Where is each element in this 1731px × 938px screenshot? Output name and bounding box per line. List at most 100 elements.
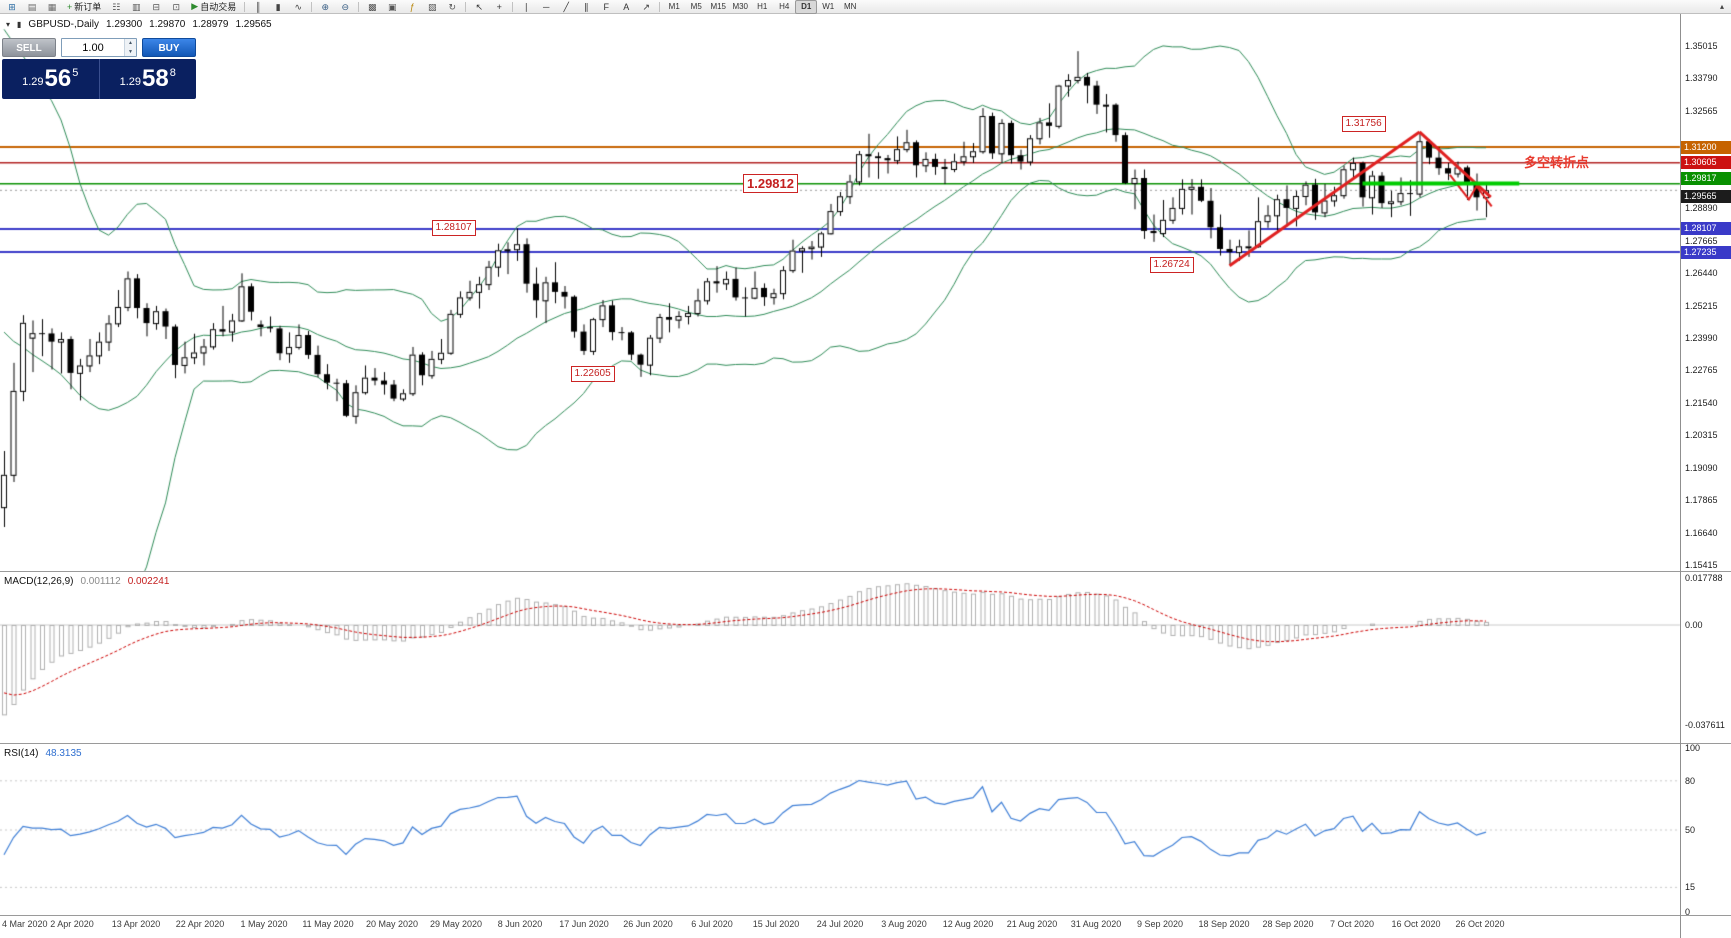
price-tick-label: 1.21540 bbox=[1685, 397, 1718, 408]
rsi-value: 48.3135 bbox=[45, 748, 82, 759]
ohlc-low: 1.28979 bbox=[192, 19, 229, 30]
timeframe-button-M5[interactable]: M5 bbox=[690, 1, 702, 11]
zoom-out-icon[interactable]: ⊖ bbox=[341, 1, 349, 12]
main-macd-divider[interactable] bbox=[0, 571, 1731, 572]
date-axis-label: 7 Oct 2020 bbox=[1329, 919, 1375, 929]
macd-label: MACD(12,26,9) bbox=[4, 576, 74, 587]
date-axis-label: 1 May 2020 bbox=[240, 919, 288, 929]
autotrading-button[interactable]: ▶ 自动交易 bbox=[186, 0, 241, 14]
data-window-icon[interactable]: ▥ bbox=[132, 1, 141, 12]
quote-display: 1.29 56 5 1.29 58 8 bbox=[2, 59, 196, 99]
date-axis-label: 11 May 2020 bbox=[302, 919, 354, 929]
timeframe-button-M1[interactable]: M1 bbox=[668, 1, 680, 11]
new-order-button[interactable]: + 新订单 bbox=[62, 0, 106, 14]
buy-button[interactable]: BUY bbox=[142, 38, 196, 57]
chart-symbol-period: GBPUSD-,Daily bbox=[28, 19, 99, 30]
bid-big-digits: 56 bbox=[44, 65, 72, 92]
toolbar-separator bbox=[358, 1, 360, 12]
price-tick-label: 1.33790 bbox=[1685, 73, 1718, 84]
volume-input[interactable] bbox=[62, 39, 124, 56]
one-click-collapse-icon[interactable]: ▾ bbox=[6, 20, 11, 29]
volume-field: ▲ ▼ bbox=[61, 38, 137, 57]
indicators-icon[interactable]: ƒ bbox=[409, 1, 415, 12]
timeframe-button-H1[interactable]: H1 bbox=[757, 1, 768, 11]
price-axis-tag: 1.30605 bbox=[1681, 156, 1731, 170]
date-axis-label: 29 May 2020 bbox=[429, 919, 483, 929]
timeframe-button-D1[interactable]: D1 bbox=[795, 0, 818, 14]
line-chart-icon[interactable]: ∿ bbox=[294, 1, 302, 12]
one-click-trading-panel: SELL ▲ ▼ BUY 1.29 56 5 1.29 58 8 bbox=[2, 38, 196, 99]
date-axis-label: 31 Aug 2020 bbox=[1070, 919, 1122, 929]
toolbar-separator bbox=[512, 1, 514, 12]
bars-chart-icon[interactable]: ║ bbox=[255, 1, 262, 12]
date-axis-label: 16 Oct 2020 bbox=[1391, 919, 1441, 929]
new-order-icon: + bbox=[67, 1, 73, 12]
toolbar-overflow-icon[interactable]: ▴ bbox=[1719, 2, 1724, 11]
profiles-icon[interactable]: ▤ bbox=[27, 1, 37, 12]
date-axis-label: 9 Sep 2020 bbox=[1136, 919, 1184, 929]
navigator-icon[interactable]: ⊟ bbox=[152, 1, 161, 12]
date-axis-label: 6 Jul 2020 bbox=[691, 919, 733, 929]
price-axis-divider bbox=[1680, 14, 1681, 938]
rsi-axis-label: 100 bbox=[1685, 743, 1701, 753]
cursor-icon[interactable]: ↖ bbox=[475, 1, 483, 12]
crosshair-icon[interactable]: + bbox=[496, 1, 502, 12]
timeframe-button-M30[interactable]: M30 bbox=[732, 1, 748, 11]
macd-info-line: MACD(12,26,9) 0.001112 0.002241 bbox=[4, 576, 169, 587]
price-axis-tag: 1.27235 bbox=[1681, 245, 1731, 259]
timeframe-button-MN[interactable]: MN bbox=[843, 1, 857, 11]
price-tick-label: 1.15415 bbox=[1685, 560, 1718, 570]
date-axis-label: 13 Apr 2020 bbox=[111, 919, 161, 929]
price-tick-label: 1.17865 bbox=[1685, 495, 1718, 506]
volume-down-icon[interactable]: ▼ bbox=[125, 47, 136, 56]
terminal-icon[interactable]: ⊡ bbox=[172, 1, 181, 12]
price-tick-label: 1.22765 bbox=[1685, 365, 1718, 376]
arrow-tool-icon[interactable]: ↗ bbox=[642, 1, 650, 12]
volume-up-icon[interactable]: ▲ bbox=[125, 39, 136, 48]
rsi-axis-label: 15 bbox=[1685, 882, 1696, 893]
date-axis-label: 4 Mar 2020 bbox=[2, 919, 48, 929]
templates-icon[interactable]: ▧ bbox=[427, 1, 437, 12]
chart-dateaxis-divider bbox=[0, 915, 1731, 916]
date-axis-label: 2 Apr 2020 bbox=[50, 919, 94, 929]
ask-pip-digit: 8 bbox=[169, 67, 176, 79]
text-label-icon[interactable]: A bbox=[623, 1, 630, 12]
candles-chart-icon[interactable]: ▮ bbox=[275, 1, 281, 12]
main-toolbar: ⊞ ▤ ▦ + 新订单 ☷ ▥ ⊟ ⊡ ▶ 自动交易 ║ ▮ ∿ ⊕ ⊖ ▩ ▣ ƒ ▧ ↻ ↖ + ∣ ─ ╱ ∥ F A ↗ M1 M5 M… bbox=[0, 0, 1731, 14]
timeframe-button-W1[interactable]: W1 bbox=[822, 1, 835, 11]
timeframe-button-M15[interactable]: M15 bbox=[710, 1, 726, 11]
price-tick-label: 1.35015 bbox=[1685, 41, 1718, 51]
price-tick-label: 1.16640 bbox=[1685, 527, 1718, 538]
ask-price[interactable]: 1.29 58 8 bbox=[100, 59, 197, 99]
market-watch-icon[interactable]: ☷ bbox=[112, 1, 121, 12]
date-axis-label: 18 Sep 2020 bbox=[1198, 919, 1250, 929]
zoom-in-icon[interactable]: ⊕ bbox=[321, 1, 329, 12]
chart-window-icon[interactable]: ▦ bbox=[47, 1, 57, 12]
horizontal-line-icon[interactable]: ─ bbox=[543, 1, 550, 12]
refresh-icon[interactable]: ↻ bbox=[448, 1, 456, 12]
price-axis-tag: 1.29817 bbox=[1681, 171, 1731, 185]
fibonacci-icon[interactable]: F bbox=[603, 1, 609, 12]
ohlc-high: 1.29870 bbox=[149, 19, 186, 30]
date-axis-label: 20 May 2020 bbox=[365, 919, 419, 929]
new-chart-icon[interactable]: ⊞ bbox=[8, 1, 16, 12]
price-tick-label: 1.26440 bbox=[1685, 268, 1718, 279]
trendline-icon[interactable]: ╱ bbox=[563, 1, 569, 12]
timeframe-button-H4[interactable]: H4 bbox=[779, 1, 790, 11]
channel-icon[interactable]: ∥ bbox=[583, 1, 589, 12]
date-axis-label: 22 Apr 2020 bbox=[175, 919, 225, 929]
candle-symbol-icon: ▮ bbox=[17, 20, 22, 29]
bid-price[interactable]: 1.29 56 5 bbox=[2, 59, 99, 99]
ask-prefix: 1.29 bbox=[119, 76, 142, 88]
cascade-windows-icon[interactable]: ▣ bbox=[387, 1, 397, 12]
macd-signal-value: 0.002241 bbox=[127, 576, 170, 587]
autotrading-icon: ▶ bbox=[191, 1, 199, 11]
sell-button[interactable]: SELL bbox=[2, 38, 56, 57]
tile-windows-icon[interactable]: ▩ bbox=[367, 1, 377, 12]
vertical-line-icon[interactable]: ∣ bbox=[523, 1, 529, 12]
date-axis-label: 12 Aug 2020 bbox=[942, 919, 994, 929]
macd-rsi-divider[interactable] bbox=[0, 743, 1731, 744]
toolbar-separator bbox=[311, 1, 313, 12]
